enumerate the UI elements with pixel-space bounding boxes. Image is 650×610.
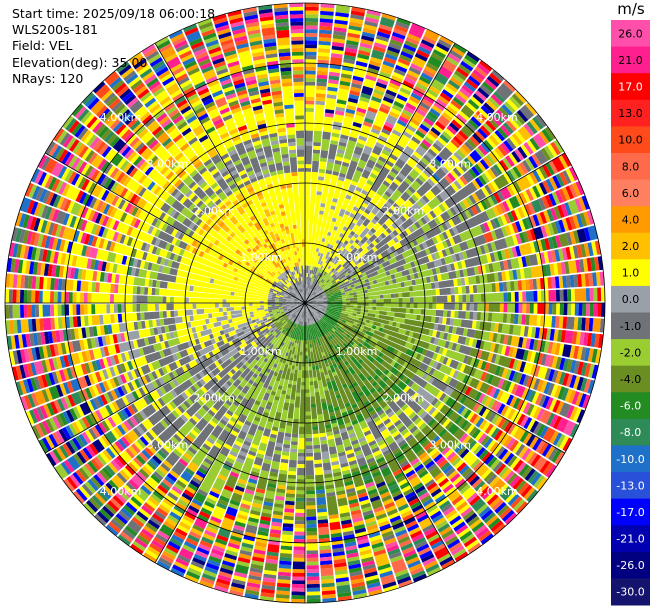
start-time-label: Start time: 2025/09/18 06:00:18 (12, 6, 216, 21)
colorbar-swatch (611, 392, 650, 420)
azimuth-spoke (304, 42, 456, 304)
range-ring-label: 5.00km (53, 532, 95, 545)
range-ring-label: 3.00km (147, 158, 189, 171)
colorbar-tick-label: 0.0 (622, 293, 640, 306)
colorbar-swatch (611, 365, 650, 393)
colorbar-tick-label: -26.0 (616, 559, 644, 572)
range-ring-label: 4.00km (100, 111, 142, 124)
range-ring-label: 2.00km (193, 392, 235, 405)
colorbar-tick-label: -10.0 (616, 453, 644, 466)
colorbar-swatch (611, 99, 650, 127)
colorbar-swatch (611, 73, 650, 101)
colorbar-swatch (611, 206, 650, 234)
nrays-label: NRays: 120 (12, 70, 84, 86)
plot-info-block: Start time: 2025/09/18 06:00:18 WLS200s-… (12, 6, 215, 87)
colorbar-tick-label: 1.0 (622, 267, 640, 280)
colorbar-swatch (611, 551, 650, 579)
colorbar-tick-label: 2.0 (622, 240, 640, 253)
colorbar-swatch (611, 339, 650, 367)
colorbar-tick-label: 8.0 (622, 160, 640, 173)
range-ring-label: 2.00km (383, 204, 425, 217)
colorbar-swatch (611, 259, 650, 287)
range-ring-label: 3.00km (147, 438, 189, 451)
range-ring-label: 3.00km (429, 438, 471, 451)
range-ring-label: 3.00km (429, 158, 471, 171)
colorbar-swatch (611, 46, 650, 74)
azimuth-spokes (5, 3, 605, 603)
colorbar-tick-label: 26.0 (618, 27, 643, 40)
colorbar-tick-label: 13.0 (618, 107, 643, 120)
colorbar-swatch (611, 285, 650, 313)
range-ring-label: 1.00km (240, 251, 282, 264)
ppi-velocity-plot: 1.00km 1.00km 1.00km 1.00km 2.00km 2.00km 2.00… (4, 2, 606, 604)
colorbar-swatch (611, 418, 650, 446)
colorbar-tick-label: 17.0 (618, 80, 643, 93)
azimuth-spoke (44, 152, 306, 304)
elevation-label: Elevation(deg): 35.00 (12, 54, 148, 70)
colorbar-swatch (611, 578, 650, 606)
range-ring-label: 5.00km (523, 64, 565, 77)
colorbar-swatch (611, 312, 650, 340)
field-label: Field: VEL (12, 38, 73, 54)
colorbar-swatch (611, 126, 650, 154)
colorbar-tick-label: -4.0 (620, 373, 641, 386)
colorbar-swatch (611, 179, 650, 207)
range-ring-label: 4.00km (476, 111, 518, 124)
colorbar-swatch (611, 152, 650, 181)
colorbar-swatch (611, 445, 650, 473)
azimuth-spoke (304, 152, 566, 304)
azimuth-spoke (154, 302, 306, 564)
range-ring-label: 2.00km (383, 392, 425, 405)
colorbar-swatch (611, 232, 650, 260)
colorbar-swatch (611, 525, 650, 553)
colorbar-unit-label: m/s (617, 0, 645, 18)
range-ring-label: 5.00km (523, 532, 565, 545)
colorbar-tick-label: 21.0 (618, 54, 643, 67)
range-ring-labels: 1.00km 1.00km 1.00km 1.00km 2.00km 2.00km 2.00… (53, 64, 565, 545)
range-ring-label: 1.00km (240, 345, 282, 358)
gate-group (8, 7, 605, 591)
azimuth-spoke (44, 302, 306, 454)
colorbar-swatch (611, 20, 650, 48)
instrument-label: WLS200s-181 (12, 22, 98, 38)
colorbar-tick-label: 6.0 (622, 187, 640, 200)
colorbar-tick-label: -30.0 (616, 586, 644, 599)
colorbar-tick-label: 4.0 (622, 213, 640, 226)
colorbar-tick-label: 10.0 (618, 134, 643, 147)
colorbar-tick-label: -8.0 (620, 426, 641, 439)
azimuth-spoke (154, 42, 306, 304)
colorbar-tick-label: -6.0 (620, 400, 641, 413)
colorbar-tick-label: -2.0 (620, 346, 641, 359)
colorbar-tick-label: -1.0 (620, 320, 641, 333)
colorbar-tick-label: -21.0 (616, 533, 644, 546)
azimuth-spoke (304, 302, 566, 454)
colorbar-swatch (611, 472, 650, 500)
colorbar-tick-label: -13.0 (616, 479, 644, 492)
azimuth-spoke (304, 302, 456, 564)
range-ring-label: 1.00km (336, 345, 378, 358)
range-ring-label: 2.00km (193, 204, 235, 217)
range-ring-label: 4.00km (100, 485, 142, 498)
range-ring-label: 5.00km (53, 64, 95, 77)
colorbar-tick-label: -17.0 (616, 506, 644, 519)
range-ring-label: 4.00km (476, 485, 518, 498)
range-ring-label: 1.00km (336, 251, 378, 264)
colorbar-swatch (611, 498, 650, 526)
